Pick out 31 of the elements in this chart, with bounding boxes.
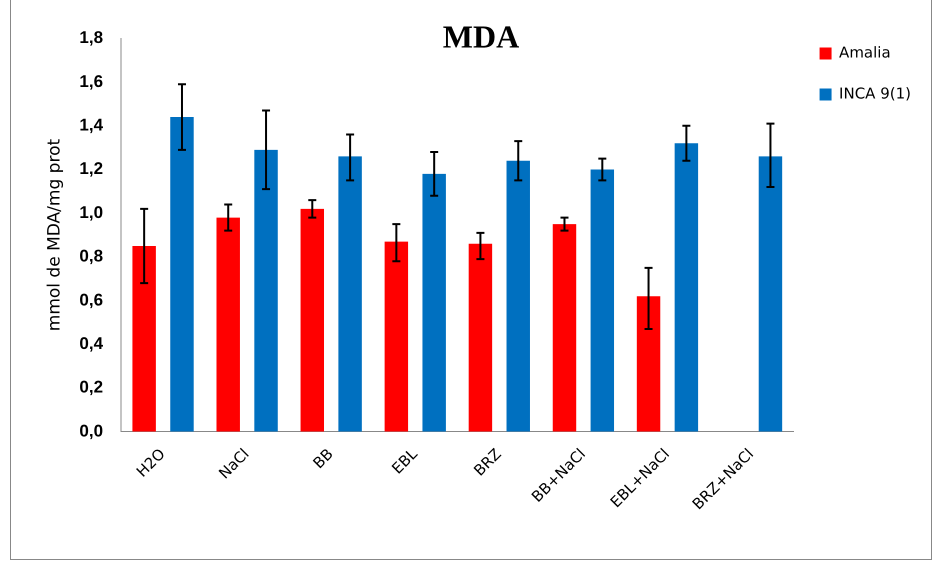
y-tick-label: 1,6 xyxy=(79,72,104,91)
y-tick-label: 0,6 xyxy=(79,290,104,310)
bar xyxy=(170,117,194,432)
y-tick-label: 1,8 xyxy=(79,28,104,48)
bar xyxy=(254,150,278,432)
y-tick-label: 0,8 xyxy=(79,246,104,266)
x-tick-label: EBL xyxy=(388,444,422,478)
bar xyxy=(758,156,782,432)
bar xyxy=(132,246,156,432)
bar xyxy=(468,244,492,432)
y-tick-label: 1,2 xyxy=(79,159,104,178)
y-tick-label: 0,2 xyxy=(79,378,104,397)
bar xyxy=(636,296,660,432)
x-tick-label: BB xyxy=(309,444,337,472)
bar xyxy=(338,156,362,432)
bar xyxy=(422,174,446,432)
bar xyxy=(300,208,324,432)
legend-label: Amalia xyxy=(839,43,891,62)
y-tick-label: 1,4 xyxy=(79,115,104,134)
y-tick-label: 0,4 xyxy=(79,334,104,353)
legend-label: INCA 9(1) xyxy=(839,84,912,102)
bar xyxy=(384,242,408,432)
chart-title: MDA xyxy=(442,18,520,54)
bar xyxy=(590,169,614,432)
bar xyxy=(674,143,698,432)
bar xyxy=(506,160,530,432)
y-tick-label: 0,0 xyxy=(79,421,104,440)
bar xyxy=(552,224,576,432)
bar xyxy=(216,218,240,432)
y-axis-title: mmol de MDA/mg prot xyxy=(44,138,65,332)
y-tick-label: 1,0 xyxy=(79,202,104,222)
